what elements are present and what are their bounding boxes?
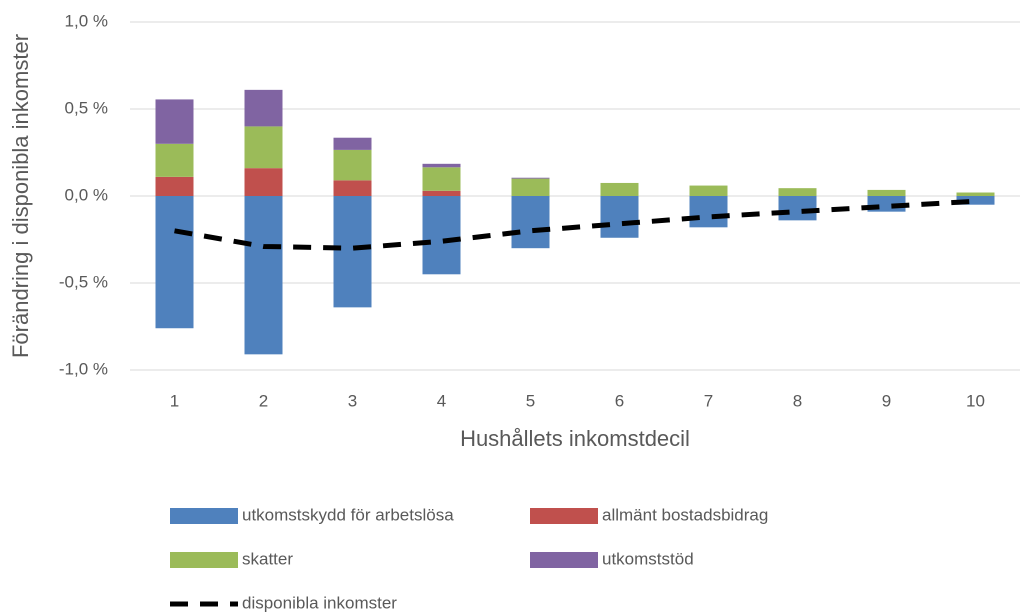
x-tick-label: 9 [882,391,891,410]
legend-label: utkomststöd [602,549,694,568]
bar-segment [333,137,372,150]
bar-segment [155,196,194,329]
legend-swatch [170,508,238,524]
bar-segment [956,196,995,205]
bar-segment [155,176,194,196]
bar-segment [867,189,906,196]
y-tick-label: -0,5 % [59,272,108,291]
x-tick-label: 10 [966,391,985,410]
bar-segment [778,188,817,196]
x-tick-label: 4 [437,391,446,410]
x-tick-label: 3 [348,391,357,410]
bar-segment [244,196,283,355]
x-tick-label: 6 [615,391,624,410]
legend-label: allmänt bostadsbidrag [602,505,768,524]
bar-segment [689,196,728,228]
bar-segment [422,167,461,191]
legend-swatch [530,552,598,568]
x-tick-label: 2 [259,391,268,410]
y-tick-label: -1,0 % [59,359,108,378]
y-axis-title: Förändring i disponibla inkomster [8,34,33,358]
bar-segment [244,126,283,169]
bar-segment [155,99,194,144]
bar-segment [689,185,728,196]
bar-segment [600,182,639,196]
x-tick-label: 7 [704,391,713,410]
y-tick-label: 1,0 % [65,11,108,30]
bar-segment [155,143,194,177]
bar-segment [511,196,550,249]
bar-segment [244,89,283,127]
bar-segment [956,192,995,196]
bar-segment [778,196,817,221]
y-tick-label: 0,5 % [65,98,108,117]
bar-segment [333,180,372,196]
y-tick-label: 0,0 % [65,185,108,204]
x-axis-title: Hushållets inkomstdecil [460,426,690,451]
legend-label: disponibla inkomster [242,593,397,612]
x-tick-label: 1 [170,391,179,410]
bar-segment [244,168,283,196]
bar-segment [333,196,372,308]
legend-swatch [530,508,598,524]
legend-swatch [170,552,238,568]
bar-segment [600,196,639,238]
bar-segment [511,178,550,196]
bar-segment [511,177,550,179]
line [174,198,976,251]
legend-label: skatter [242,549,293,568]
bar-segment [422,196,461,275]
bar-segment [422,163,461,168]
x-tick-label: 8 [793,391,802,410]
legend-label: utkomstskydd för arbetslösa [242,505,454,524]
bar-segment [333,149,372,181]
bar-segment [422,190,461,196]
x-tick-label: 5 [526,391,535,410]
